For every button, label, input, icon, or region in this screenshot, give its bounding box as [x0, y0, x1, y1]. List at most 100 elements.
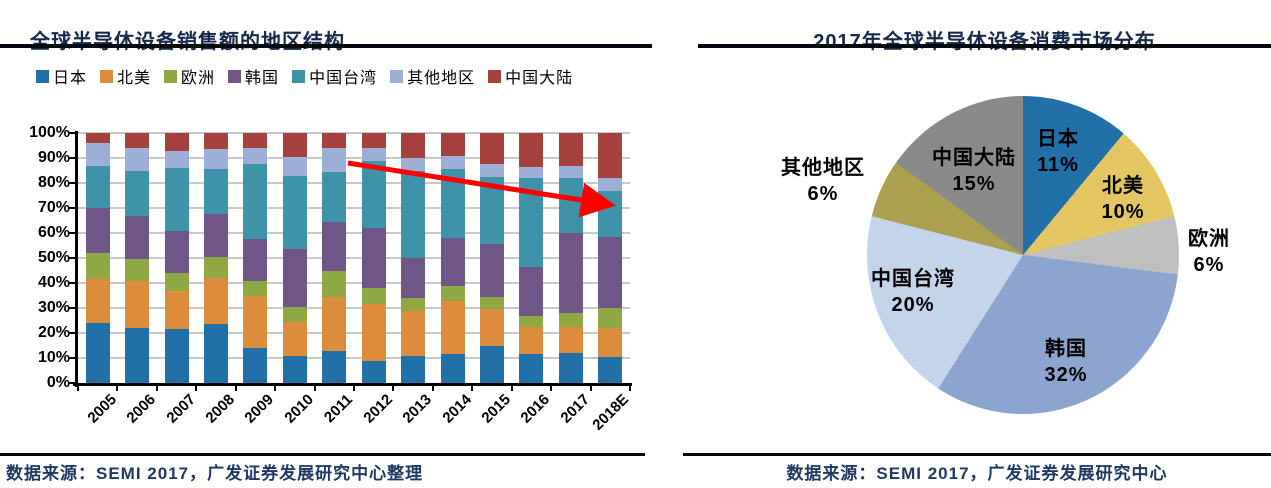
pie-slice-name: 韩国	[1045, 338, 1087, 360]
bar-segment	[440, 354, 465, 383]
legend-swatch	[100, 69, 114, 83]
x-axis-tick	[313, 383, 316, 391]
y-tick-label: 60%	[37, 224, 70, 241]
legend-label: 其他地区	[407, 70, 476, 87]
bar-segment	[401, 170, 426, 258]
legend-label: 韩国	[245, 70, 280, 87]
bar-segment	[125, 133, 150, 148]
bar-segment	[480, 345, 504, 383]
legend-swatch	[36, 69, 49, 83]
bar-segment	[519, 266, 544, 316]
bar-segment	[243, 239, 268, 281]
y-axis	[75, 131, 78, 387]
bar-segment	[322, 133, 347, 148]
bar-segment	[519, 178, 544, 267]
bar-segment	[282, 306, 307, 322]
legend-swatch	[228, 69, 242, 83]
bar-segment	[322, 350, 347, 383]
legend-label: 中国台湾	[309, 70, 378, 87]
x-axis-tick	[629, 383, 631, 391]
bar-segment	[361, 148, 386, 161]
pie-slice-label: 日本 11%	[1037, 126, 1079, 178]
gridline	[78, 132, 630, 134]
legend-item: 其他地区	[390, 64, 475, 88]
bar-segment	[204, 214, 228, 257]
y-axis-tick	[69, 232, 77, 234]
bar-segment	[204, 256, 228, 278]
bar-segment	[480, 296, 504, 310]
y-axis-tick	[69, 282, 77, 284]
bar-segment	[440, 300, 465, 355]
legend-swatch	[390, 69, 404, 83]
bar-segment	[85, 165, 110, 208]
bar-segment	[85, 133, 110, 143]
pie-slice-percent: 6%	[807, 183, 839, 205]
pie-slice-label: 中国大陆 15%	[932, 145, 1016, 197]
bar-segment	[204, 324, 228, 383]
bar-segment	[558, 353, 583, 383]
gridline	[78, 357, 630, 359]
bar-segment	[598, 308, 623, 328]
bar-segment	[204, 278, 228, 325]
legend-label: 北美	[117, 70, 152, 87]
bar-segment	[164, 150, 189, 168]
x-axis-tick	[510, 383, 513, 391]
bar-segment	[322, 171, 347, 222]
bar-segment	[125, 259, 150, 281]
source-note-right: 数据来源：SEMI 2017，广发证券发展研究中心	[786, 464, 1168, 483]
bar-segment	[85, 208, 110, 253]
y-axis-tick	[69, 182, 77, 184]
y-axis-tick	[69, 132, 77, 134]
bar-segment	[85, 279, 110, 323]
bar-segment	[243, 348, 268, 383]
bar-segment	[440, 285, 465, 301]
bar-segment	[361, 304, 386, 361]
bar-segment	[243, 148, 268, 165]
bar-segment	[440, 155, 465, 170]
bar-segment	[282, 321, 307, 356]
bar-segment	[85, 323, 110, 383]
bar-segment	[164, 329, 189, 383]
bar-segment	[440, 133, 465, 156]
bar-segment	[164, 230, 189, 273]
x-axis-tick	[195, 383, 198, 391]
legend-swatch	[488, 69, 502, 83]
y-axis-tick	[69, 257, 77, 259]
pie-slice-name: 中国大陆	[932, 147, 1016, 169]
y-axis-tick	[69, 307, 77, 309]
bar-segment	[401, 355, 426, 383]
pie-slice-label: 欧洲 6%	[1188, 226, 1230, 278]
bar-segment	[401, 133, 426, 158]
legend-label: 欧洲	[181, 70, 216, 87]
pie-slice-name: 日本	[1037, 128, 1079, 150]
bar-segment	[598, 356, 623, 383]
bar-segment	[598, 133, 623, 178]
bar-segment	[558, 165, 583, 178]
legend-label: 日本	[53, 70, 88, 87]
y-tick-label: 20%	[37, 324, 70, 341]
gridline	[78, 282, 630, 284]
footer-rule-right	[683, 453, 1271, 456]
pie-slice-percent: 11%	[1037, 154, 1079, 176]
bar-segment	[204, 169, 228, 215]
y-tick-label: 10%	[37, 349, 70, 366]
bar-segment	[558, 233, 583, 313]
bar-segment	[558, 326, 583, 353]
bar-segment	[361, 160, 386, 228]
bar-segment	[519, 354, 544, 383]
bar-segment	[480, 309, 504, 346]
legend-item: 日本	[36, 64, 87, 88]
y-tick-label: 30%	[37, 299, 70, 316]
pie-slice-percent: 20%	[891, 294, 935, 316]
bar-segment	[519, 166, 544, 178]
legend-swatch	[164, 69, 178, 83]
y-tick-label: 100%	[29, 124, 70, 141]
pie-slice-percent: 6%	[1193, 254, 1225, 276]
bar-segment	[125, 215, 150, 260]
bar-segment	[125, 328, 150, 383]
bar-segment	[125, 148, 150, 171]
bar-segment	[558, 178, 583, 233]
y-axis-tick	[69, 157, 77, 159]
legend-item: 韩国	[228, 64, 279, 88]
